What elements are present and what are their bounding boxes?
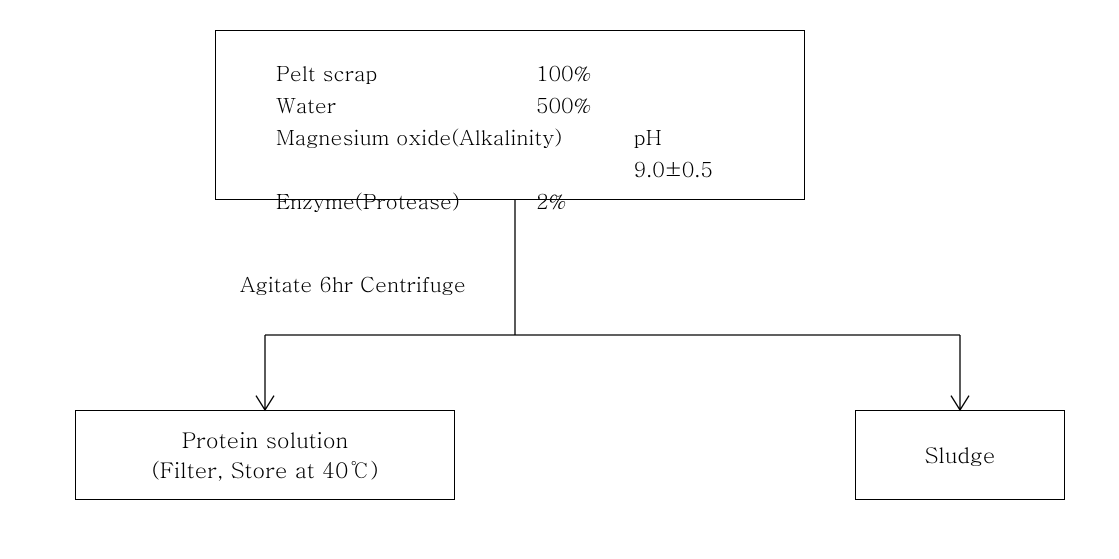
ingredient-row: Enzyme(Protease) 2% <box>276 184 744 216</box>
ingredient-label: Magnesium oxide(Alkalinity) <box>276 120 594 184</box>
protein-solution-line1: Protein solution <box>182 425 348 455</box>
protein-solution-box: Protein solution (Filter, Store at 40℃) <box>75 410 455 500</box>
ingredient-row: Pelt scrap 100% <box>276 56 744 88</box>
process-label: Agitate 6hr Centrifuge <box>240 268 466 298</box>
ingredients-box: Pelt scrap 100% Water 500% Magnesium oxi… <box>215 30 805 200</box>
sludge-text: Sludge <box>925 440 996 470</box>
ingredient-label: Water <box>276 88 536 120</box>
ingredient-value: 100% <box>536 56 626 88</box>
ingredient-row: Magnesium oxide(Alkalinity) pH 9.0±0.5 <box>276 120 744 184</box>
ingredient-value: 2% <box>536 184 626 216</box>
ingredient-row: Water 500% <box>276 88 744 120</box>
ingredient-value: 500% <box>536 88 626 120</box>
ingredient-extra: pH 9.0±0.5 <box>634 120 744 184</box>
ingredient-label: Pelt scrap <box>276 56 536 88</box>
ingredient-value <box>594 120 613 184</box>
protein-solution-line2: (Filter, Store at 40℃) <box>151 455 378 485</box>
sludge-box: Sludge <box>855 410 1065 500</box>
ingredient-label: Enzyme(Protease) <box>276 184 536 216</box>
